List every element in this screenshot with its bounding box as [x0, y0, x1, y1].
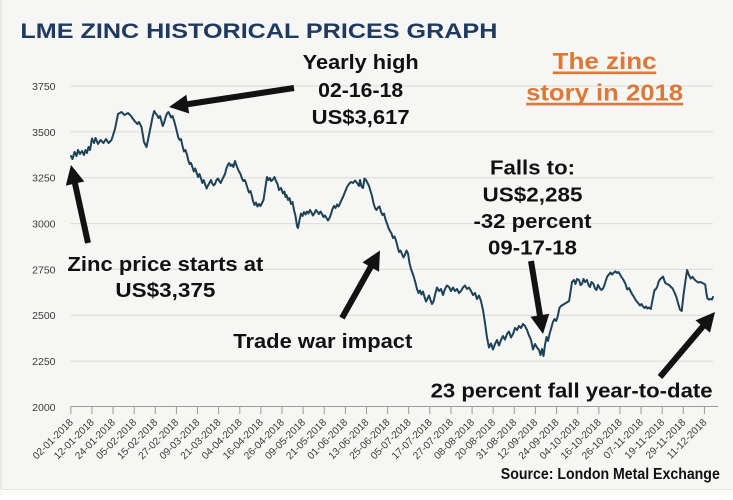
svg-text:US$2,285: US$2,285: [483, 184, 583, 206]
svg-text:3500: 3500: [32, 127, 56, 139]
svg-text:3000: 3000: [32, 219, 56, 231]
svg-text:story in 2018: story in 2018: [526, 80, 683, 106]
svg-text:02-16-18: 02-16-18: [318, 80, 403, 102]
svg-text:09-17-18: 09-17-18: [488, 238, 577, 260]
svg-text:The zinc: The zinc: [553, 48, 657, 74]
svg-text:23 percent fall year-to-date: 23 percent fall year-to-date: [431, 381, 713, 403]
svg-text:US$3,375: US$3,375: [115, 280, 215, 302]
svg-text:US$3,617: US$3,617: [312, 107, 410, 129]
svg-text:LME ZINC HISTORICAL PRICES GRA: LME ZINC HISTORICAL PRICES GRAPH: [20, 20, 497, 43]
svg-text:2500: 2500: [32, 310, 56, 322]
svg-text:2000: 2000: [32, 402, 56, 414]
svg-text:Source: London Metal Exchange: Source: London Metal Exchange: [501, 466, 720, 483]
svg-text:Yearly high: Yearly high: [303, 52, 419, 74]
svg-text:Zinc price starts at: Zinc price starts at: [67, 254, 263, 276]
svg-text:3750: 3750: [32, 81, 56, 93]
svg-text:Falls to:: Falls to:: [490, 158, 575, 180]
svg-text:2750: 2750: [32, 264, 56, 276]
svg-text:3250: 3250: [32, 173, 56, 185]
svg-text:-32 percent: -32 percent: [474, 211, 592, 233]
svg-text:Trade war impact: Trade war impact: [233, 331, 412, 353]
svg-text:2250: 2250: [32, 356, 56, 368]
